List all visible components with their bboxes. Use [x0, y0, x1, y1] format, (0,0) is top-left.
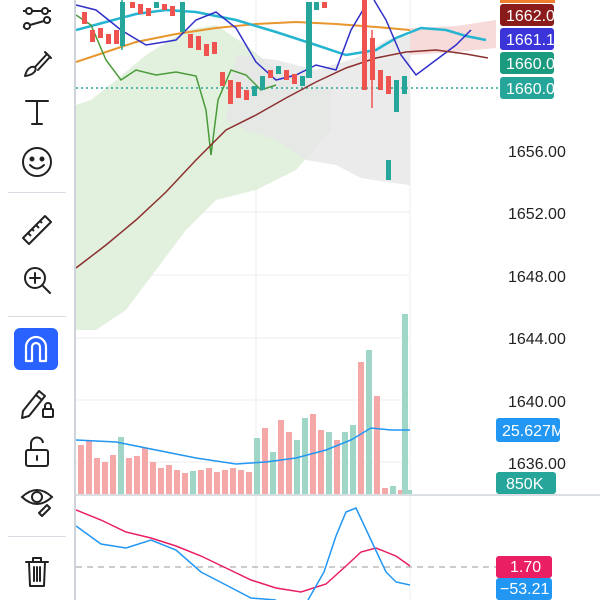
- trash-icon: [25, 557, 49, 587]
- price-axis: 1656.00 1652.00 1648.00 1644.00 1640.00 …: [508, 144, 566, 473]
- toolbar-separator: [8, 192, 66, 193]
- top-partial-tag: [500, 0, 555, 3]
- magnet-tool[interactable]: [14, 328, 58, 370]
- oscillator-signal-line: [76, 509, 411, 593]
- macd-value-tag: [496, 578, 552, 600]
- price-axis-label: 1644.00: [508, 331, 566, 348]
- price-tags: 1662.09 1661.14 1660.02 1660.02 25.627M …: [496, 4, 564, 600]
- ema-brown-line: [76, 49, 489, 269]
- ema-green-price-tag: [500, 52, 554, 74]
- volume-ma-tag-text: 25.627M: [502, 423, 564, 440]
- current-price-tag: [500, 77, 554, 99]
- toolbar-separator: [8, 536, 66, 537]
- ema-orange-line: [76, 20, 411, 63]
- macd-value-tag-text: −53.21: [500, 581, 549, 598]
- volume-ma-tag: [496, 418, 560, 442]
- text-tool-icon: [25, 100, 49, 125]
- price-axis-label: 1648.00: [508, 269, 566, 286]
- brush-tool-icon: [24, 51, 52, 77]
- signal-value-tag: [496, 556, 552, 578]
- magnet-tool-icon: [24, 335, 48, 363]
- text-tool[interactable]: [13, 90, 61, 134]
- price-axis-label: 1636.00: [508, 456, 566, 473]
- eye-visibility-icon: [20, 489, 54, 517]
- unlock-icon: [25, 436, 49, 467]
- drawing-toolbar: [0, 0, 74, 600]
- toolbar-divider: [74, 0, 76, 600]
- ema-green-line: [76, 14, 277, 156]
- lock-drawing-icon: [21, 390, 54, 419]
- eye-visibility-tool[interactable]: [13, 478, 61, 522]
- current-price-tag-text: 1660.02: [506, 81, 564, 98]
- candlesticks: [82, 0, 407, 180]
- zoom-in-tool-icon: [24, 267, 51, 294]
- volume-current-tag-text: 850K: [506, 476, 544, 493]
- price-axis-label: 1656.00: [508, 144, 566, 161]
- brush-tool[interactable]: [13, 42, 61, 86]
- chart-area[interactable]: 1656.00 1652.00 1648.00 1644.00 1640.00 …: [76, 0, 600, 600]
- lock-drawing-tool[interactable]: [13, 380, 61, 424]
- ema-navy-line: [76, 0, 472, 81]
- ichimoku-cloud-bearish: [410, 20, 496, 55]
- volume-current-tag: [496, 472, 556, 494]
- trend-line-tool[interactable]: [13, 0, 61, 44]
- unlock-tool[interactable]: [13, 430, 61, 474]
- chart-canvas[interactable]: 1656.00 1652.00 1648.00 1644.00 1640.00 …: [76, 0, 600, 600]
- toolbar-separator: [8, 316, 66, 317]
- volume-ma-line: [76, 427, 410, 465]
- price-axis-label: 1652.00: [508, 206, 566, 223]
- ema-green-price-tag-text: 1660.02: [506, 56, 564, 73]
- ruler-tool-icon: [22, 215, 52, 245]
- ema-navy-price-tag: [500, 28, 554, 50]
- zoom-in-tool[interactable]: [13, 258, 61, 302]
- ruler-tool[interactable]: [13, 208, 61, 252]
- trend-line-tool-icon: [22, 7, 52, 30]
- volume-bars: [78, 314, 412, 494]
- price-axis-label: 1640.00: [508, 394, 566, 411]
- emoji-tool-icon: [22, 147, 52, 177]
- emoji-tool[interactable]: [13, 140, 61, 184]
- oscillator-macd-line: [76, 507, 411, 600]
- ema-brown-price-tag: [500, 4, 554, 26]
- ema-navy-price-tag-text: 1661.14: [506, 32, 564, 49]
- ema-brown-price-tag-text: 1662.09: [506, 8, 564, 25]
- signal-value-tag-text: 1.70: [510, 559, 541, 576]
- delete-tool[interactable]: [13, 550, 61, 594]
